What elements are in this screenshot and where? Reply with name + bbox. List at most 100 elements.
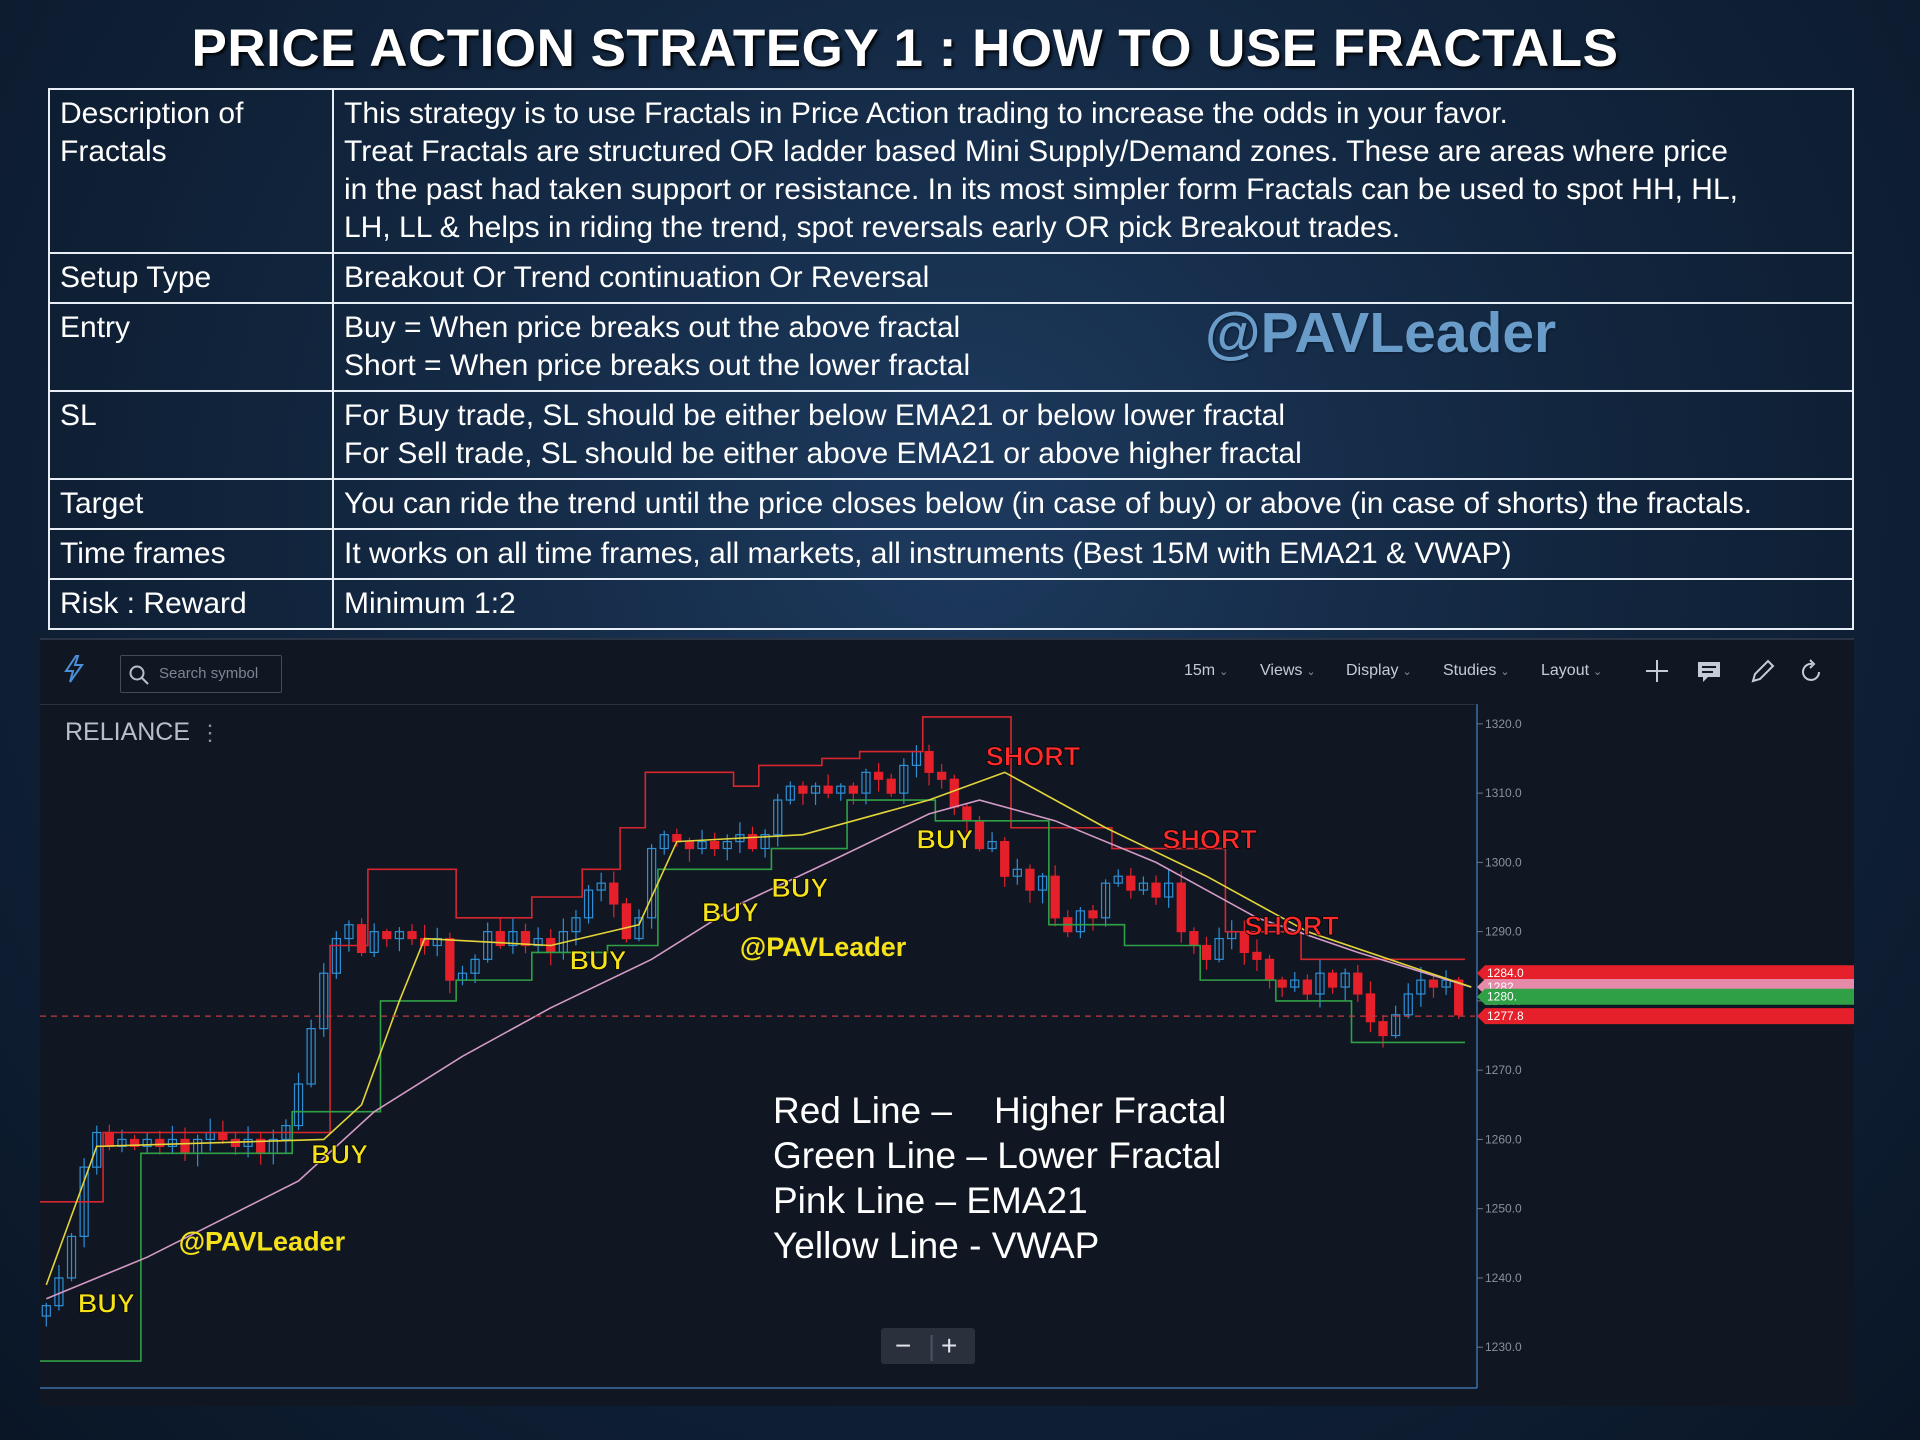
search-input[interactable]: Search symbol bbox=[120, 655, 282, 693]
chevron-down-icon: ⌄ bbox=[1593, 666, 1603, 678]
y-tick-label: 1240.0 bbox=[1485, 1271, 1522, 1285]
short-label: SHORT bbox=[986, 741, 1081, 771]
row-label-line: Setup Type bbox=[60, 261, 212, 294]
zoom-in-button[interactable]: + bbox=[941, 1330, 958, 1361]
candle-body bbox=[382, 931, 392, 940]
legend-red-line: Red Line – Higher Fractal bbox=[773, 1088, 1226, 1133]
lightning-icon[interactable] bbox=[62, 654, 86, 689]
candle-body bbox=[1037, 875, 1048, 891]
candle-body bbox=[672, 834, 682, 843]
candle-body bbox=[1315, 972, 1325, 995]
price-chart[interactable]: 1320.01310.01300.01290.01280.01270.01260… bbox=[40, 704, 1854, 1406]
candle-body bbox=[974, 820, 985, 850]
row-label-line: Time frames bbox=[60, 537, 226, 570]
candle-body bbox=[873, 771, 884, 780]
price-label-badge bbox=[1477, 988, 1854, 1005]
candle-body bbox=[861, 771, 871, 794]
row-value: Breakout Or Trend continuation Or Revers… bbox=[332, 252, 1854, 304]
studies-label: Studies bbox=[1443, 662, 1497, 679]
candle-body bbox=[1252, 951, 1262, 960]
price-axis bbox=[1475, 704, 1854, 1406]
refresh-icon[interactable] bbox=[1800, 658, 1824, 689]
candle-body bbox=[1391, 1014, 1401, 1037]
short-label: SHORT bbox=[1244, 911, 1339, 941]
row-value: This strategy is to use Fractals in Pric… bbox=[332, 88, 1854, 254]
strategy-table: Description of Fractals This strategy is t… bbox=[48, 88, 1854, 630]
candle-body bbox=[609, 882, 619, 905]
candle-body bbox=[1012, 868, 1022, 877]
candle-body bbox=[1176, 882, 1186, 933]
candle-body bbox=[836, 785, 846, 794]
candle-body bbox=[1214, 937, 1224, 960]
row-label-line: Target bbox=[60, 487, 144, 520]
views-menu[interactable]: Views ⌄ bbox=[1260, 662, 1316, 680]
search-icon bbox=[129, 665, 149, 689]
price-label-text: 1284.0 bbox=[1487, 966, 1524, 980]
candle-body bbox=[1138, 882, 1149, 891]
candle-body bbox=[520, 931, 531, 947]
layout-menu[interactable]: Layout ⌄ bbox=[1541, 662, 1602, 680]
candle-body bbox=[823, 785, 833, 794]
more-vertical-icon[interactable]: ⋮ bbox=[199, 720, 221, 745]
buy-label: BUY bbox=[771, 873, 828, 903]
page-title: PRICE ACTION STRATEGY 1 : HOW TO USE FRA… bbox=[191, 19, 1619, 78]
views-label: Views bbox=[1260, 662, 1303, 679]
row-label-line: SL bbox=[60, 399, 97, 432]
chart-toolbar: Search symbol 15m ⌄ Views ⌄ Display ⌄ Studi… bbox=[40, 640, 1854, 705]
candle-body bbox=[1264, 958, 1275, 981]
legend-pink-line: Pink Line – EMA21 bbox=[773, 1180, 1088, 1221]
interval-dropdown[interactable]: 15m ⌄ bbox=[1184, 662, 1228, 680]
legend-red-desc: Higher Fractal bbox=[993, 1090, 1227, 1131]
candle-body bbox=[407, 931, 417, 940]
table-row: Target You can ride the trend until the p… bbox=[48, 478, 1854, 530]
row-value: For Buy trade, SL should be either below… bbox=[332, 390, 1854, 480]
candle-body bbox=[167, 1138, 178, 1147]
candle-body bbox=[596, 882, 606, 891]
ema21-line bbox=[46, 799, 1472, 1300]
candle-body bbox=[684, 841, 695, 850]
row-value-line: For Sell trade, SL should be either abov… bbox=[344, 437, 1302, 470]
display-menu[interactable]: Display ⌄ bbox=[1346, 662, 1412, 680]
crosshair-icon[interactable] bbox=[1644, 658, 1670, 689]
candle-body bbox=[331, 937, 341, 974]
candle-body bbox=[621, 903, 632, 940]
candle-body bbox=[937, 771, 947, 780]
candle-body bbox=[394, 931, 405, 940]
studies-menu[interactable]: Studies ⌄ bbox=[1443, 662, 1510, 680]
row-label-line: Description of bbox=[60, 97, 244, 130]
candle-body bbox=[659, 834, 669, 850]
buy-label: BUY bbox=[311, 1140, 368, 1170]
candle-body bbox=[369, 931, 379, 954]
vwap-line bbox=[45, 771, 1472, 1286]
pencil-icon[interactable] bbox=[1750, 658, 1776, 689]
row-label: Time frames bbox=[48, 528, 334, 580]
zoom-out-button[interactable]: − bbox=[895, 1330, 912, 1361]
row-value-line: It works on all time frames, all markets… bbox=[344, 537, 1512, 570]
row-value-line: This strategy is to use Fractals in Pric… bbox=[344, 97, 1508, 130]
candle-body bbox=[1428, 979, 1439, 988]
candle-body bbox=[1164, 882, 1174, 898]
comment-icon[interactable] bbox=[1696, 658, 1722, 689]
candle-body bbox=[1088, 910, 1098, 919]
candle-body bbox=[848, 785, 859, 794]
candle-body bbox=[1365, 993, 1376, 1023]
table-row: Description of Fractals This strategy is t… bbox=[48, 88, 1854, 254]
candle-body bbox=[987, 841, 997, 850]
table-row: SL For Buy trade, SL should be either bel… bbox=[48, 390, 1854, 480]
row-label: SL bbox=[48, 390, 334, 480]
buy-label: BUY bbox=[570, 946, 627, 976]
candle-body bbox=[1151, 882, 1161, 898]
table-row: Risk : Reward Minimum 1:2 bbox=[48, 578, 1854, 630]
row-value: It works on all time frames, all markets… bbox=[332, 528, 1854, 580]
row-label: Risk : Reward bbox=[48, 578, 334, 630]
row-value-line: LH, LL & helps in riding the trend, spot… bbox=[344, 211, 1401, 244]
row-value-line: For Buy trade, SL should be either below… bbox=[344, 399, 1286, 432]
price-label-text: 1280. bbox=[1487, 990, 1517, 1004]
candle-body bbox=[1100, 882, 1111, 919]
symbol-name[interactable]: RELIANCE bbox=[65, 718, 191, 746]
row-value-line: Short = When price breaks out the lower … bbox=[344, 349, 971, 382]
short-label: SHORT bbox=[1162, 825, 1257, 855]
candle-body bbox=[773, 799, 783, 836]
candle-body bbox=[1201, 944, 1212, 960]
row-value: Minimum 1:2 bbox=[332, 578, 1854, 630]
